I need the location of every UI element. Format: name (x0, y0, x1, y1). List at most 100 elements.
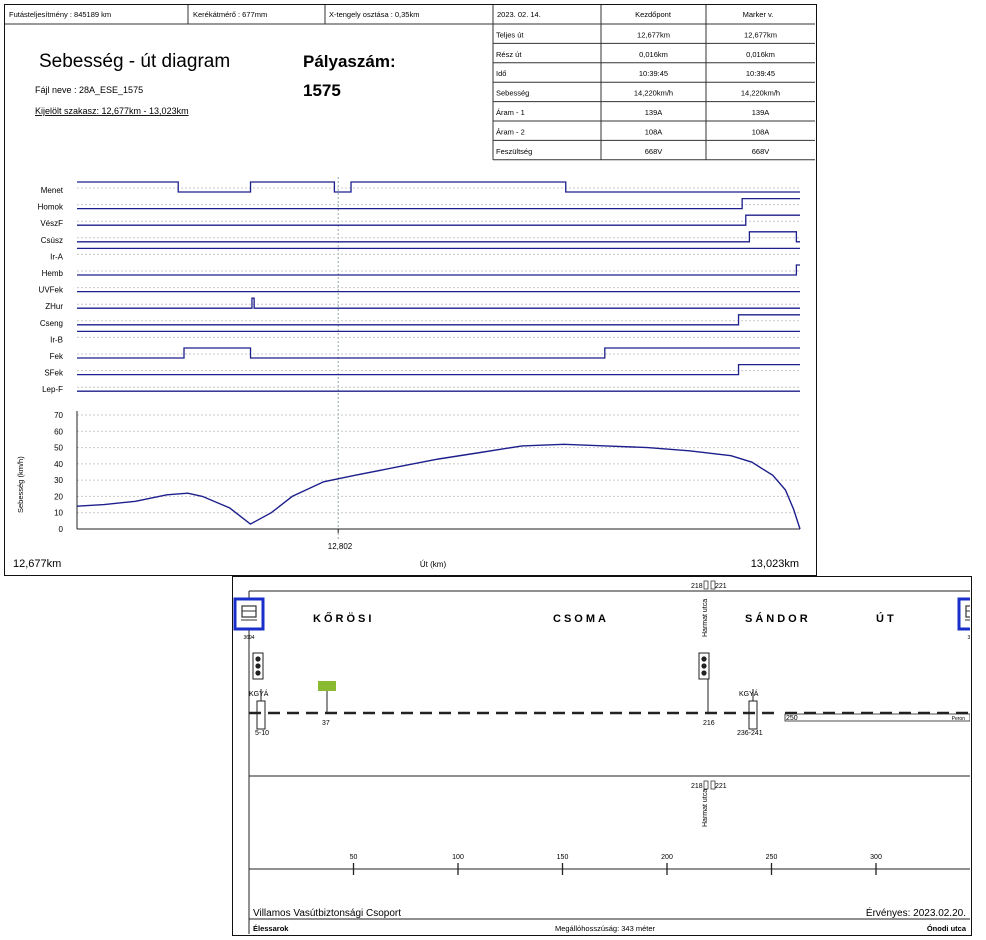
signal-label: Fek (50, 352, 64, 361)
info-row-start-value: 108A (645, 127, 663, 136)
info-row-start-value: 0,016km (639, 50, 668, 59)
y-tick-label: 40 (54, 460, 63, 469)
stop-right: Ónodi utca (927, 924, 967, 933)
wheel-diameter-text: Kerékátmérő : 677mm (193, 10, 267, 19)
selected-range: Kijelölt szakasz: 12,677km - 13,023km (35, 106, 189, 116)
street-name: KŐRÖSI CSOMA SÁNDOR ÚT (313, 612, 897, 625)
speed-chart: 0 10 20 30 40 50 60 70 (54, 411, 801, 534)
info-row-start-value: 12,677km (637, 30, 670, 39)
info-row-label: Feszültség (496, 147, 532, 156)
signal-label: VészF (40, 219, 63, 228)
y-tick-label: 70 (54, 411, 63, 420)
stop-length: Megállóhosszúság: 343 méter (555, 924, 656, 933)
y-axis-title: Sebesség (km/h) (16, 456, 25, 513)
date-text: 2023. 02. 14. (497, 10, 541, 19)
sign-label-left: KGYÁ (249, 689, 269, 698)
cross-street-middle: Harmat utca (702, 789, 709, 827)
signal-label: ZHur (45, 302, 63, 311)
signal-trace (77, 181, 800, 193)
info-row-label: Idő (496, 69, 506, 78)
info-row-label: Áram - 2 (496, 127, 525, 136)
diagram-title: Sebesség - út diagram (39, 51, 230, 72)
signal-trace (77, 264, 800, 276)
track-marker-icon (318, 681, 336, 713)
distance-scale: 50 100 150 200 250 300 (350, 854, 882, 875)
x-end-label: 13,023km (751, 558, 799, 570)
traffic-signal-icon (252, 652, 264, 680)
signal-label: Ir-A (50, 252, 64, 261)
signal-channels: Menet Homok VészF Csúsz Ir-A Hemb UVFek ZHur Cse… (38, 177, 800, 539)
traffic-signal-icon (698, 652, 710, 680)
info-table: Teljes út 12,677km 12,677km Rész út 0,016km 0… (492, 24, 815, 161)
signal-label: Menet (41, 186, 64, 195)
speed-distance-panel: Futásteljesítmény : 845189 km Kerékátmér… (4, 4, 817, 576)
signal-trace (77, 314, 800, 326)
marker-column-header: Marker v. (743, 10, 774, 19)
file-name: Fájl neve : 28A_ESE_1575 (35, 85, 143, 95)
signal-trace (77, 363, 800, 376)
info-row-label: Sebesség (496, 89, 529, 98)
info-row-marker-value: 668V (752, 147, 770, 156)
info-row-marker-value: 14,220km/h (741, 89, 780, 98)
info-row-label: Áram - 1 (496, 108, 525, 117)
signal-label: Homok (38, 203, 64, 212)
y-tick-label: 50 (54, 444, 63, 453)
signal-trace (77, 347, 800, 359)
odometer-text: Futásteljesítmény : 845189 km (9, 10, 111, 19)
platform (784, 713, 971, 722)
signal-label: Lep-F (42, 385, 63, 394)
scale-tick-label: 300 (870, 854, 882, 861)
track-number-label: Pályaszám: (303, 52, 396, 71)
x-axis-title: Út (km) (420, 560, 447, 569)
stop-map-panel: 218 221 Harmat utca KŐRÖSI CSOMA SÁNDOR … (232, 576, 986, 936)
house-number-mid-right: 221 (715, 783, 727, 790)
y-tick-label: 10 (54, 509, 63, 518)
valid-date: Érvényes: 2023.02.20. (866, 906, 966, 919)
info-row-start-value: 668V (645, 147, 663, 156)
house-number-top-left: 218 (691, 583, 703, 590)
scale-tick-label: 150 (557, 854, 569, 861)
cross-street-top: Harmat utca (702, 599, 709, 637)
platform-marker-right (748, 689, 758, 730)
track-number: 1575 (303, 81, 341, 100)
tram-stop-id-right: 3694 (967, 635, 970, 641)
info-row-label: Teljes út (496, 30, 524, 39)
house-numbers-middle: 218 221 Harmat utca (691, 780, 727, 827)
y-tick-label: 0 (59, 525, 64, 534)
signal-label: Hemb (42, 269, 64, 278)
info-row-label: Rész út (496, 50, 522, 59)
scale-tick-label: 250 (766, 854, 778, 861)
info-row-start-value: 14,220km/h (634, 89, 673, 98)
header-bar: Futásteljesítmény : 845189 km Kerékátmér… (5, 5, 815, 25)
signal-trace (77, 231, 800, 243)
tram-stop-icon (957, 597, 986, 631)
info-row-marker-value: 0,016km (746, 50, 775, 59)
street-word-4: ÚT (876, 612, 897, 625)
item-label-1: 5-10 (255, 730, 269, 737)
item-label-4: 236-241 (737, 730, 763, 737)
signal-label: Ir-B (50, 335, 63, 344)
signal-label: Cseng (40, 319, 63, 328)
sign-label-right: KGYÁ (739, 689, 759, 698)
start-column-header: Kezdőpont (635, 10, 672, 19)
speed-distance-diagram: Futásteljesítmény : 845189 km Kerékátmér… (5, 5, 815, 570)
house-number-top-right: 221 (715, 583, 727, 590)
signal-label: UVFek (39, 286, 64, 295)
signal-trace (77, 197, 800, 210)
stop-layout-map: 218 221 Harmat utca KŐRÖSI CSOMA SÁNDOR … (233, 580, 986, 934)
signal-label: SFek (44, 369, 64, 378)
x-axis-division-text: X-tengely osztása : 0,35km (329, 10, 419, 19)
tram-stop-icon (233, 597, 265, 631)
house-numbers-top: 218 221 Harmat utca (691, 580, 727, 637)
platform-label: Peron (952, 716, 966, 722)
signal-trace (77, 297, 800, 309)
info-row-marker-value: 139A (752, 108, 770, 117)
stop-left: Élessarok (253, 924, 289, 933)
info-row-start-value: 10:39:45 (639, 69, 668, 78)
organization-name: Villamos Vasútbiztonsági Csoport (253, 908, 401, 919)
tram-stop-id-left: 3694 (243, 635, 254, 641)
platform-marker-left (256, 689, 266, 730)
marker-position-label: 12,802 (328, 542, 353, 551)
item-label-2: 37 (322, 720, 330, 727)
house-number-mid-left: 218 (691, 783, 703, 790)
